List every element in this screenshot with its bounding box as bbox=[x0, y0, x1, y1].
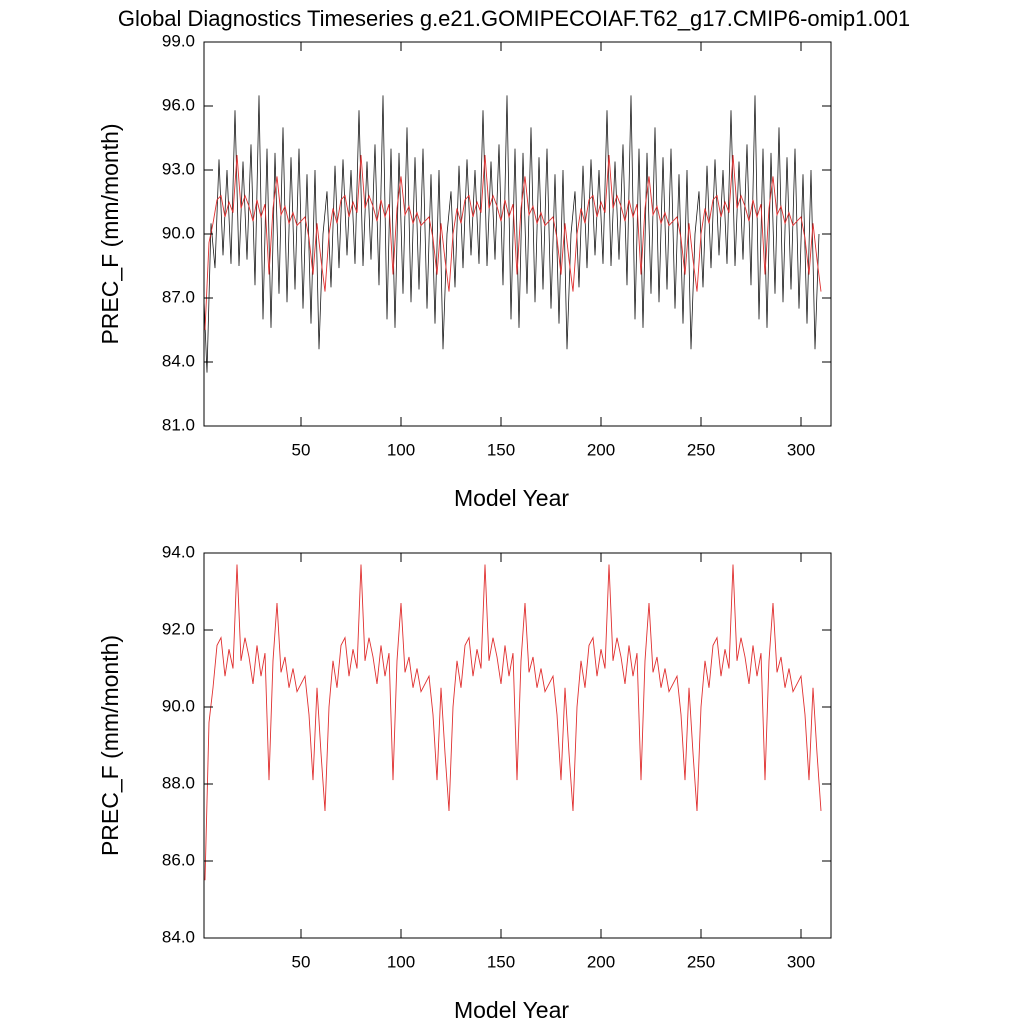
y-tick-label: 92.0 bbox=[162, 619, 195, 638]
x-tick-label: 250 bbox=[687, 440, 715, 459]
x-axis-label: Model Year bbox=[454, 485, 569, 511]
y-tick-label: 88.0 bbox=[162, 773, 195, 792]
y-axis-label: PREC_F (mm/month) bbox=[97, 635, 123, 856]
x-tick-label: 300 bbox=[787, 440, 815, 459]
x-tick-label: 100 bbox=[387, 440, 415, 459]
plot-frame bbox=[203, 552, 832, 939]
chart-title: Global Diagnostics Timeseries g.e21.GOMI… bbox=[118, 6, 910, 31]
y-tick-label: 96.0 bbox=[162, 95, 195, 114]
x-tick-label: 200 bbox=[587, 440, 615, 459]
y-tick-label: 87.0 bbox=[162, 287, 195, 306]
x-tick-label: 300 bbox=[787, 952, 815, 971]
x-tick-label: 150 bbox=[487, 952, 515, 971]
x-tick-label: 150 bbox=[487, 440, 515, 459]
data-line bbox=[204, 155, 822, 331]
y-tick-label: 90.0 bbox=[162, 696, 195, 715]
x-tick-label: 200 bbox=[587, 952, 615, 971]
y-tick-label: 90.0 bbox=[162, 223, 195, 242]
y-tick-label: 93.0 bbox=[162, 159, 195, 178]
y-tick-label: 81.0 bbox=[162, 415, 195, 434]
y-tick-label: 84.0 bbox=[162, 351, 195, 370]
y-tick-label: 99.0 bbox=[162, 31, 195, 50]
y-tick-label: 84.0 bbox=[162, 927, 195, 946]
y-tick-label: 86.0 bbox=[162, 850, 195, 869]
x-tick-label: 50 bbox=[292, 440, 311, 459]
plot-frame bbox=[203, 41, 832, 427]
data-line bbox=[204, 564, 822, 881]
x-tick-label: 100 bbox=[387, 952, 415, 971]
data-line bbox=[204, 95, 820, 373]
y-axis-label: PREC_F (mm/month) bbox=[97, 123, 123, 344]
x-axis-label: Model Year bbox=[454, 997, 569, 1023]
x-tick-label: 250 bbox=[687, 952, 715, 971]
y-tick-label: 94.0 bbox=[162, 542, 195, 561]
x-tick-label: 50 bbox=[292, 952, 311, 971]
